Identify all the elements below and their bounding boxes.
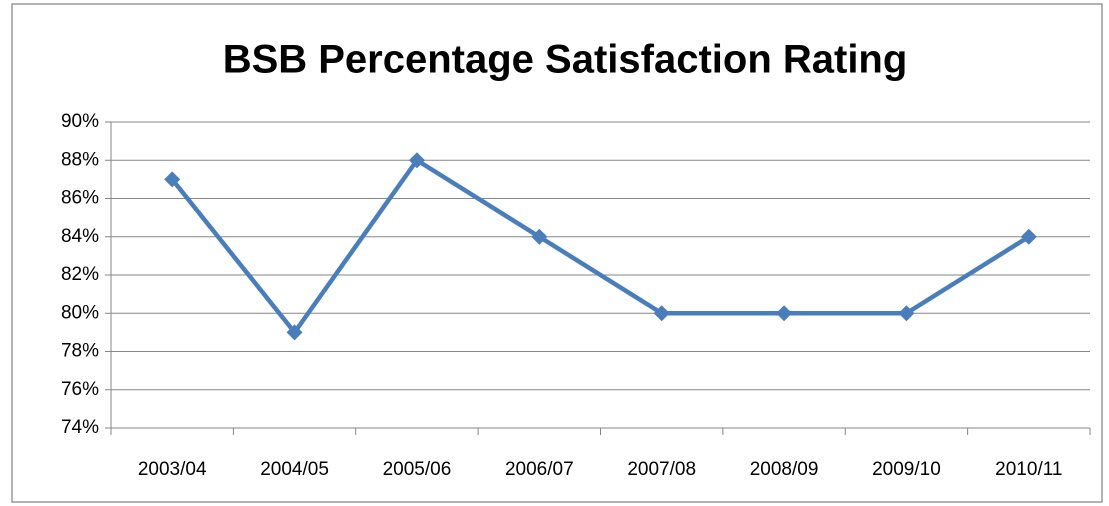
y-tick-label: 80% <box>61 302 99 323</box>
x-tick-label: 2007/08 <box>627 459 696 480</box>
x-tick-label: 2003/04 <box>138 459 207 480</box>
y-tick-label: 88% <box>61 149 99 170</box>
y-tick-label: 86% <box>61 188 99 209</box>
chart-title: BSB Percentage Satisfaction Rating <box>223 38 908 82</box>
data-point <box>776 305 793 322</box>
x-tick-label: 2009/10 <box>872 459 941 480</box>
y-tick-label: 84% <box>61 226 99 247</box>
data-point <box>164 171 181 188</box>
chart-border <box>11 3 1103 503</box>
data-point <box>653 305 670 322</box>
y-tick-label: 74% <box>61 417 99 438</box>
y-tick-label: 76% <box>61 379 99 400</box>
x-tick-label: 2006/07 <box>505 459 574 480</box>
data-point <box>1020 228 1037 245</box>
x-tick-label: 2004/05 <box>260 459 329 480</box>
y-tick-label: 82% <box>61 264 99 285</box>
y-tick-label: 78% <box>61 341 99 362</box>
data-point <box>286 324 303 341</box>
x-tick-label: 2010/11 <box>995 459 1062 480</box>
series-line <box>170 158 1031 335</box>
data-point <box>408 152 425 169</box>
y-tick-label: 90% <box>61 111 99 132</box>
data-point <box>898 305 915 322</box>
x-tick-label: 2005/06 <box>383 459 452 480</box>
x-tick-label: 2008/09 <box>750 459 819 480</box>
data-point <box>531 228 548 245</box>
